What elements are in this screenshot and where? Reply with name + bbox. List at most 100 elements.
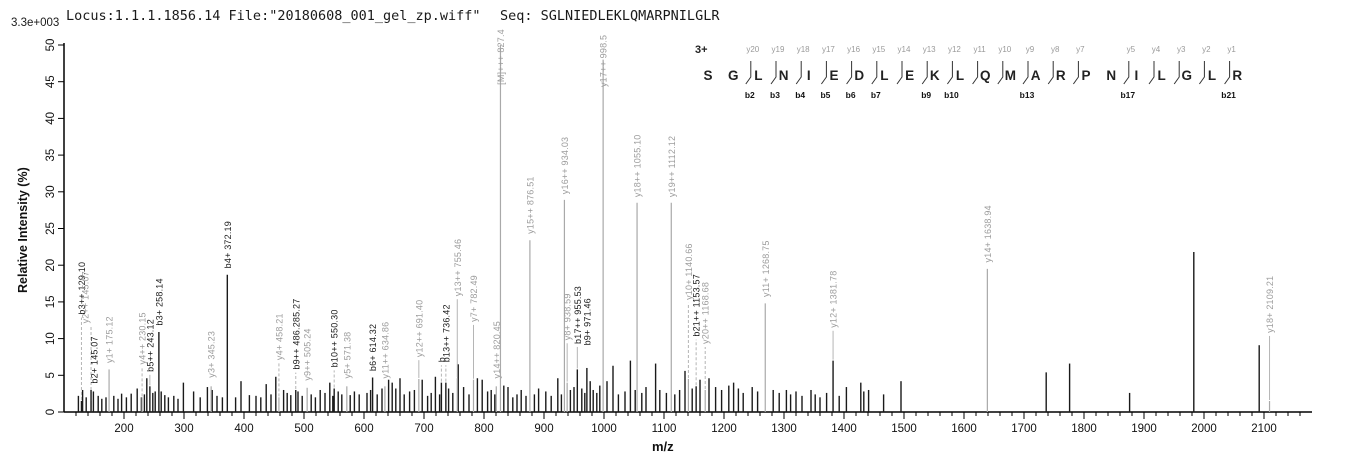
residue-letter: N (1106, 68, 1116, 83)
fragment-cleavage-marker (1123, 61, 1130, 85)
residue-letter: R (1232, 68, 1242, 83)
y-tick-label: 0 (45, 409, 57, 415)
peak-label-b-ion: b4+ 372.19 (223, 221, 233, 268)
b-ion-tag: b13 (1020, 90, 1035, 100)
x-tick-label: 500 (294, 423, 313, 435)
peak-label-y-ion: y2++ 145.07 (81, 271, 91, 323)
peak-label-b-ion: b9+ 971.46 (582, 298, 592, 345)
b-ion-tag: b3 (770, 90, 780, 100)
peak-label-y-ion: y12+ 1381.78 (829, 271, 839, 328)
x-tick-label: 1300 (771, 423, 797, 435)
x-tick-label: 1000 (591, 423, 617, 435)
peak-label-y-ion: y16++ 934.03 (560, 137, 570, 194)
axes: 200 300 400 500 600 700 800 900 1000 1100 1200 1300… (45, 39, 1312, 435)
y-ion-tag: y9 (1026, 45, 1035, 54)
peak-label-b-ion: b13++ 736.42 (441, 304, 451, 362)
x-tick-label: 1600 (951, 423, 977, 435)
y-tick-label: 40 (45, 112, 57, 125)
x-tick-label: 1800 (1071, 423, 1097, 435)
b-ion-tag: b6 (846, 90, 856, 100)
y-axis-title: Relative Intensity (%) (16, 167, 30, 293)
fragment-cleavage-marker (820, 61, 827, 85)
residue-letter: G (1182, 68, 1193, 83)
peak-label-b-ion: b (437, 357, 447, 362)
x-tick-label: 2100 (1251, 423, 1277, 435)
fragment-cleavage-marker (946, 61, 953, 85)
fragment-cleavage-marker (871, 61, 878, 85)
y-tick-label: 20 (45, 259, 57, 272)
b-ion-tag: b9 (921, 90, 931, 100)
x-tick-label: 200 (114, 423, 133, 435)
peak-label-y-ion: y3+ 345.23 (207, 331, 217, 378)
peak-label-b-ion: b10++ 550.30 (330, 309, 340, 367)
y-ion-tag: y15 (872, 45, 885, 54)
fragment-cleavage-marker (846, 61, 853, 85)
b-ion-tag: b10 (944, 90, 959, 100)
x-tick-label: 2000 (1191, 423, 1217, 435)
residue-letter: N (779, 68, 789, 83)
y-tick-label: 30 (45, 185, 57, 198)
peak-label-y-ion: y19++ 1112.12 (667, 136, 677, 197)
y-tick-label: 50 (45, 39, 57, 52)
peak-label-y-ion: y18+ 2109.21 (1265, 276, 1275, 333)
fragment-cleavage-marker (1148, 61, 1155, 85)
peak-label-y-ion: y12++ 691.40 (414, 300, 424, 357)
b-ion-tag: b21 (1221, 90, 1236, 100)
y-ion-tag: y11 (973, 45, 986, 54)
residue-letter: L (1208, 68, 1216, 83)
x-tick-label: 1200 (711, 423, 737, 435)
locus-file-title: Locus:1.1.1.1856.14 File:"20180608_001_g… (66, 8, 481, 24)
fragment-cleavage-marker (770, 61, 777, 85)
max-intensity-label: 3.3e+003 (11, 17, 59, 29)
x-tick-label: 1400 (831, 423, 857, 435)
b-ion-tag: b7 (871, 90, 881, 100)
y-tick-label: 10 (45, 332, 57, 345)
fragment-cleavage-marker (896, 61, 903, 85)
y-tick-label: 15 (45, 296, 57, 309)
peak-label-b-ion: b5++ 243.12 (145, 319, 155, 372)
x-tick-label: 400 (234, 423, 253, 435)
peak-label-y-ion: y11+ 1268.75 (761, 240, 771, 297)
peak-label-y-ion: y17++ 998.5 (599, 35, 609, 87)
peak-label-y-ion: y15++ 876.51 (525, 176, 535, 233)
peak-label-b-ion: b6+ 614.32 (368, 324, 378, 371)
peak-label-b-ion: b9++ 486.285.27 (291, 299, 301, 370)
b-ion-tag: b5 (820, 90, 830, 100)
peak-label-y-ion: y10+ 1140.66 (684, 243, 694, 300)
peak-label-y-ion: y5+ 571.38 (342, 332, 352, 379)
residue-letter: E (905, 68, 914, 83)
fragment-cleavage-marker (1022, 61, 1029, 85)
y-ion-tag: y2 (1202, 45, 1211, 54)
precursor-charge-label: 3+ (695, 44, 708, 56)
residue-letter: E (829, 68, 838, 83)
y-ion-tag: y7 (1076, 45, 1085, 54)
y-ion-tag: y13 (923, 45, 936, 54)
fragment-cleavage-marker (972, 61, 979, 85)
residue-letter: K (930, 68, 940, 83)
peak-label-b-ion: b3+ 258.14 (154, 278, 164, 325)
peak-label-y-ion: y18++ 1055.10 (633, 134, 643, 197)
residue-letter: D (854, 68, 864, 83)
residue-letter: L (956, 68, 964, 83)
peak-label-b-ion: b17++ 955.53 (573, 286, 583, 344)
y-ion-tag: y18 (797, 45, 810, 54)
sequence-title: Seq: SGLNIEDLEKLQMARPNILGLR (500, 8, 720, 24)
x-tick-label: 800 (474, 423, 493, 435)
peak-label-b-ion: b21++ 1153.57 (692, 274, 702, 337)
peak-label-y-ion: y9++ 505.24 (303, 328, 313, 380)
y-tick-label: 5 (45, 372, 57, 378)
b-ion-tag: b17 (1120, 90, 1135, 100)
y-tick-label: 25 (45, 222, 57, 235)
residue-letter: R (1056, 68, 1066, 83)
peak-label-y-ion: y13++ 755.46 (453, 239, 463, 296)
y-ion-tag: y17 (822, 45, 835, 54)
residue-letter: L (1157, 68, 1165, 83)
peak-label-y-ion: y4++ 230.15 (138, 312, 148, 364)
peak-label-y-ion: y20++ 1168.68 (701, 282, 711, 344)
peak-label-y-ion: y14++ 820.45 (492, 321, 502, 378)
y-tick-label: 35 (45, 149, 57, 162)
fragment-cleavage-marker (921, 61, 928, 85)
y-ion-tag: y4 (1152, 45, 1161, 54)
